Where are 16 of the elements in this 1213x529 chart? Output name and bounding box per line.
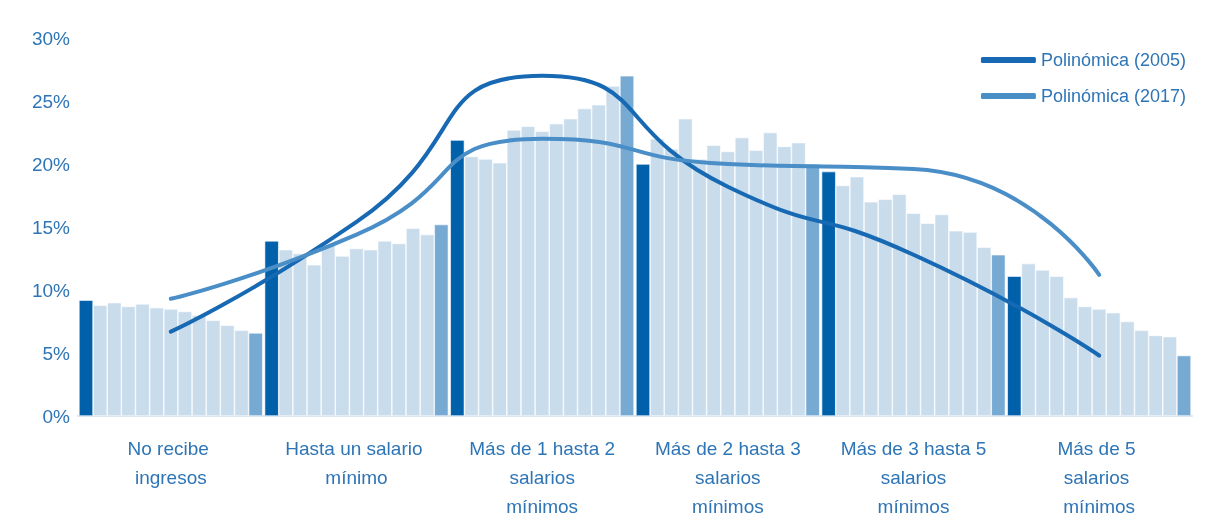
y-tick-label: 5% xyxy=(42,342,71,364)
y-tick-label: 30% xyxy=(31,27,71,49)
x-tick-label: Más de 1 hasta 2 salarios mínimos xyxy=(469,438,616,517)
y-tick-label: 10% xyxy=(31,279,71,301)
legend-label: Polinómica (2017) xyxy=(1040,86,1187,106)
y-tick-label: 15% xyxy=(31,216,71,238)
x-tick-label: Hasta un salario mínimo xyxy=(285,438,428,488)
y-tick-label: 0% xyxy=(42,405,71,427)
line-series xyxy=(168,136,1102,301)
legend-label: Polinómica (2005) xyxy=(1040,50,1187,70)
x-tick-label: No recibe ingresos xyxy=(127,438,215,488)
x-tick-label: Más de 5 salarios mínimos xyxy=(1057,438,1141,517)
x-tick-label: Más de 2 hasta 3 salarios mínimos xyxy=(654,438,801,517)
y-tick-label: 25% xyxy=(31,90,71,112)
y-tick-label: 20% xyxy=(31,153,71,175)
x-tick-label: Más de 3 hasta 5 salarios mínimos xyxy=(840,438,987,517)
